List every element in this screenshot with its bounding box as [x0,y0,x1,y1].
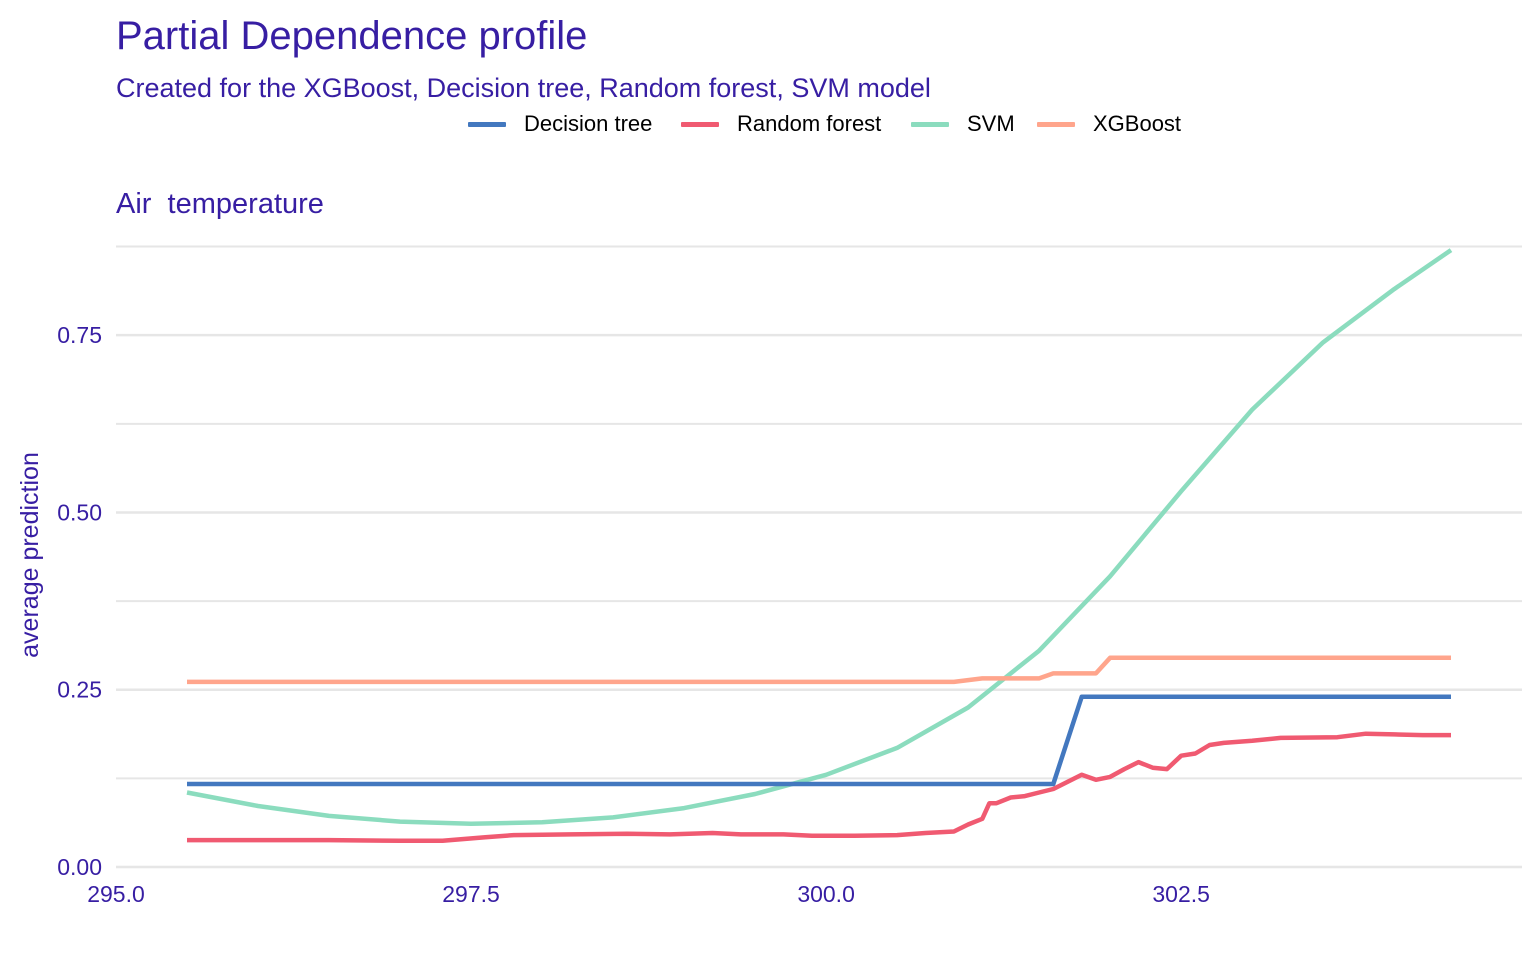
y-tick-label: 0.75 [57,322,102,348]
series-line-xgboost [187,655,1451,685]
series-line-random-forest [187,731,1451,844]
legend-swatch-decision-tree [468,121,506,127]
y-tick-label: 0.50 [57,499,102,525]
legend-swatch-random-forest [681,121,719,127]
x-tick-label: 297.5 [442,881,500,907]
series-line-svm [186,248,1453,826]
legend-swatch-svm [911,121,949,127]
legend-item-random-forest: Random forest [681,108,881,140]
x-tick-label: 295.0 [87,881,145,907]
legend-label-decision-tree: Decision tree [524,111,653,136]
y-tick-label: 0.25 [57,677,102,703]
chart-subtitle: Created for the XGBoost, Decision tree, … [116,73,931,103]
x-tick-label: 302.5 [1152,881,1210,907]
legend: Decision tree Random forest SVM XGBoost [0,108,1536,140]
y-axis-label: average prediction [16,452,44,658]
y-tick-label: 0.00 [57,854,102,880]
legend-item-xgboost: XGBoost [1037,108,1181,140]
legend-swatch-xgboost [1037,121,1075,127]
legend-item-decision-tree: Decision tree [468,108,652,140]
x-tick-label: 300.0 [797,881,855,907]
legend-item-svm: SVM [911,108,1015,140]
series-line-decision-tree [187,694,1451,787]
legend-label-xgboost: XGBoost [1093,111,1182,136]
legend-label-random-forest: Random forest [737,111,882,136]
panel-title: Air temperature [116,188,324,220]
chart-title: Partial Dependence profile [116,14,588,58]
legend-label-svm: SVM [967,111,1015,136]
